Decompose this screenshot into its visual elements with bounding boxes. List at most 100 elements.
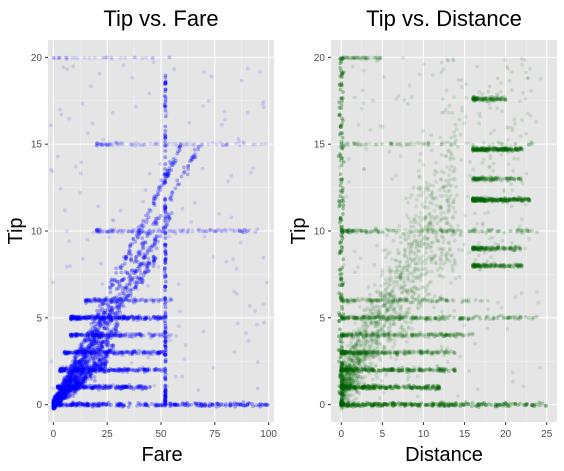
data-point bbox=[158, 403, 163, 407]
data-point bbox=[135, 235, 140, 240]
data-point bbox=[123, 385, 128, 390]
data-point bbox=[199, 402, 204, 407]
data-point bbox=[57, 386, 62, 391]
data-point bbox=[261, 255, 266, 260]
data-point bbox=[180, 403, 185, 407]
data-point bbox=[239, 240, 243, 245]
data-point bbox=[97, 335, 102, 340]
data-point bbox=[100, 332, 105, 337]
data-point bbox=[121, 385, 126, 390]
data-point bbox=[234, 266, 239, 271]
data-point bbox=[150, 349, 155, 354]
data-point bbox=[260, 402, 265, 407]
data-point bbox=[74, 332, 79, 337]
data-point bbox=[92, 352, 97, 357]
data-point bbox=[82, 351, 87, 355]
data-point bbox=[153, 403, 158, 408]
data-point bbox=[62, 385, 67, 389]
data-point bbox=[135, 266, 140, 271]
data-point bbox=[98, 368, 102, 372]
data-point bbox=[198, 401, 203, 406]
data-point bbox=[99, 401, 103, 406]
data-point bbox=[102, 369, 107, 374]
data-point bbox=[400, 368, 405, 373]
data-point bbox=[100, 385, 105, 390]
data-point bbox=[157, 350, 162, 355]
data-point bbox=[101, 312, 105, 317]
data-point bbox=[402, 352, 407, 356]
data-point bbox=[210, 141, 215, 145]
data-point bbox=[143, 367, 147, 372]
data-point bbox=[119, 333, 124, 338]
data-point bbox=[125, 385, 129, 389]
data-point bbox=[96, 403, 101, 408]
data-point bbox=[70, 403, 74, 408]
data-point bbox=[122, 385, 126, 389]
data-point bbox=[152, 333, 157, 337]
data-point bbox=[62, 351, 67, 356]
data-point bbox=[215, 401, 220, 406]
data-point bbox=[157, 368, 162, 373]
data-point bbox=[93, 384, 98, 388]
data-point bbox=[69, 385, 74, 390]
data-point bbox=[130, 241, 135, 246]
data-point bbox=[216, 402, 221, 406]
data-point bbox=[114, 332, 118, 337]
data-point bbox=[147, 228, 152, 233]
data-point bbox=[68, 384, 72, 389]
data-point bbox=[58, 402, 62, 407]
data-point bbox=[93, 367, 98, 372]
data-point bbox=[76, 367, 80, 371]
data-point bbox=[107, 368, 111, 373]
data-point bbox=[137, 367, 142, 371]
data-point bbox=[247, 401, 252, 406]
data-point bbox=[68, 384, 73, 389]
data-point bbox=[513, 402, 518, 406]
data-point bbox=[91, 383, 95, 388]
data-point bbox=[396, 369, 401, 373]
data-point bbox=[160, 350, 164, 354]
data-point bbox=[163, 80, 168, 84]
data-point bbox=[60, 367, 65, 372]
data-point bbox=[117, 334, 121, 338]
data-point bbox=[120, 350, 125, 355]
data-point bbox=[165, 332, 170, 337]
data-point bbox=[80, 368, 85, 373]
data-point bbox=[180, 206, 185, 211]
data-point bbox=[108, 290, 113, 295]
data-point bbox=[111, 343, 115, 347]
data-point bbox=[448, 332, 453, 336]
data-point bbox=[99, 332, 104, 336]
data-point bbox=[108, 333, 113, 338]
data-point bbox=[127, 368, 131, 372]
data-point bbox=[68, 385, 72, 390]
data-point bbox=[70, 385, 75, 390]
data-point bbox=[82, 383, 86, 388]
data-point bbox=[118, 334, 123, 339]
data-point bbox=[96, 350, 101, 355]
data-point bbox=[83, 384, 88, 389]
data-point bbox=[103, 333, 107, 338]
data-point bbox=[79, 332, 83, 337]
data-point bbox=[246, 401, 251, 405]
data-point bbox=[155, 216, 160, 221]
data-point bbox=[163, 114, 168, 119]
data-point bbox=[123, 350, 128, 355]
data-point bbox=[111, 332, 115, 337]
data-point bbox=[146, 231, 151, 236]
data-point bbox=[113, 350, 118, 355]
data-point bbox=[106, 369, 111, 373]
data-point bbox=[59, 385, 64, 390]
data-point bbox=[122, 276, 127, 281]
data-point bbox=[61, 369, 65, 373]
data-point bbox=[130, 384, 134, 389]
data-point bbox=[61, 366, 65, 371]
data-point bbox=[163, 279, 168, 284]
data-point bbox=[101, 301, 105, 306]
data-point bbox=[182, 171, 186, 175]
data-point bbox=[201, 329, 206, 334]
data-point bbox=[129, 368, 134, 372]
data-point bbox=[135, 250, 140, 255]
data-point bbox=[87, 333, 92, 338]
data-point bbox=[62, 368, 66, 372]
